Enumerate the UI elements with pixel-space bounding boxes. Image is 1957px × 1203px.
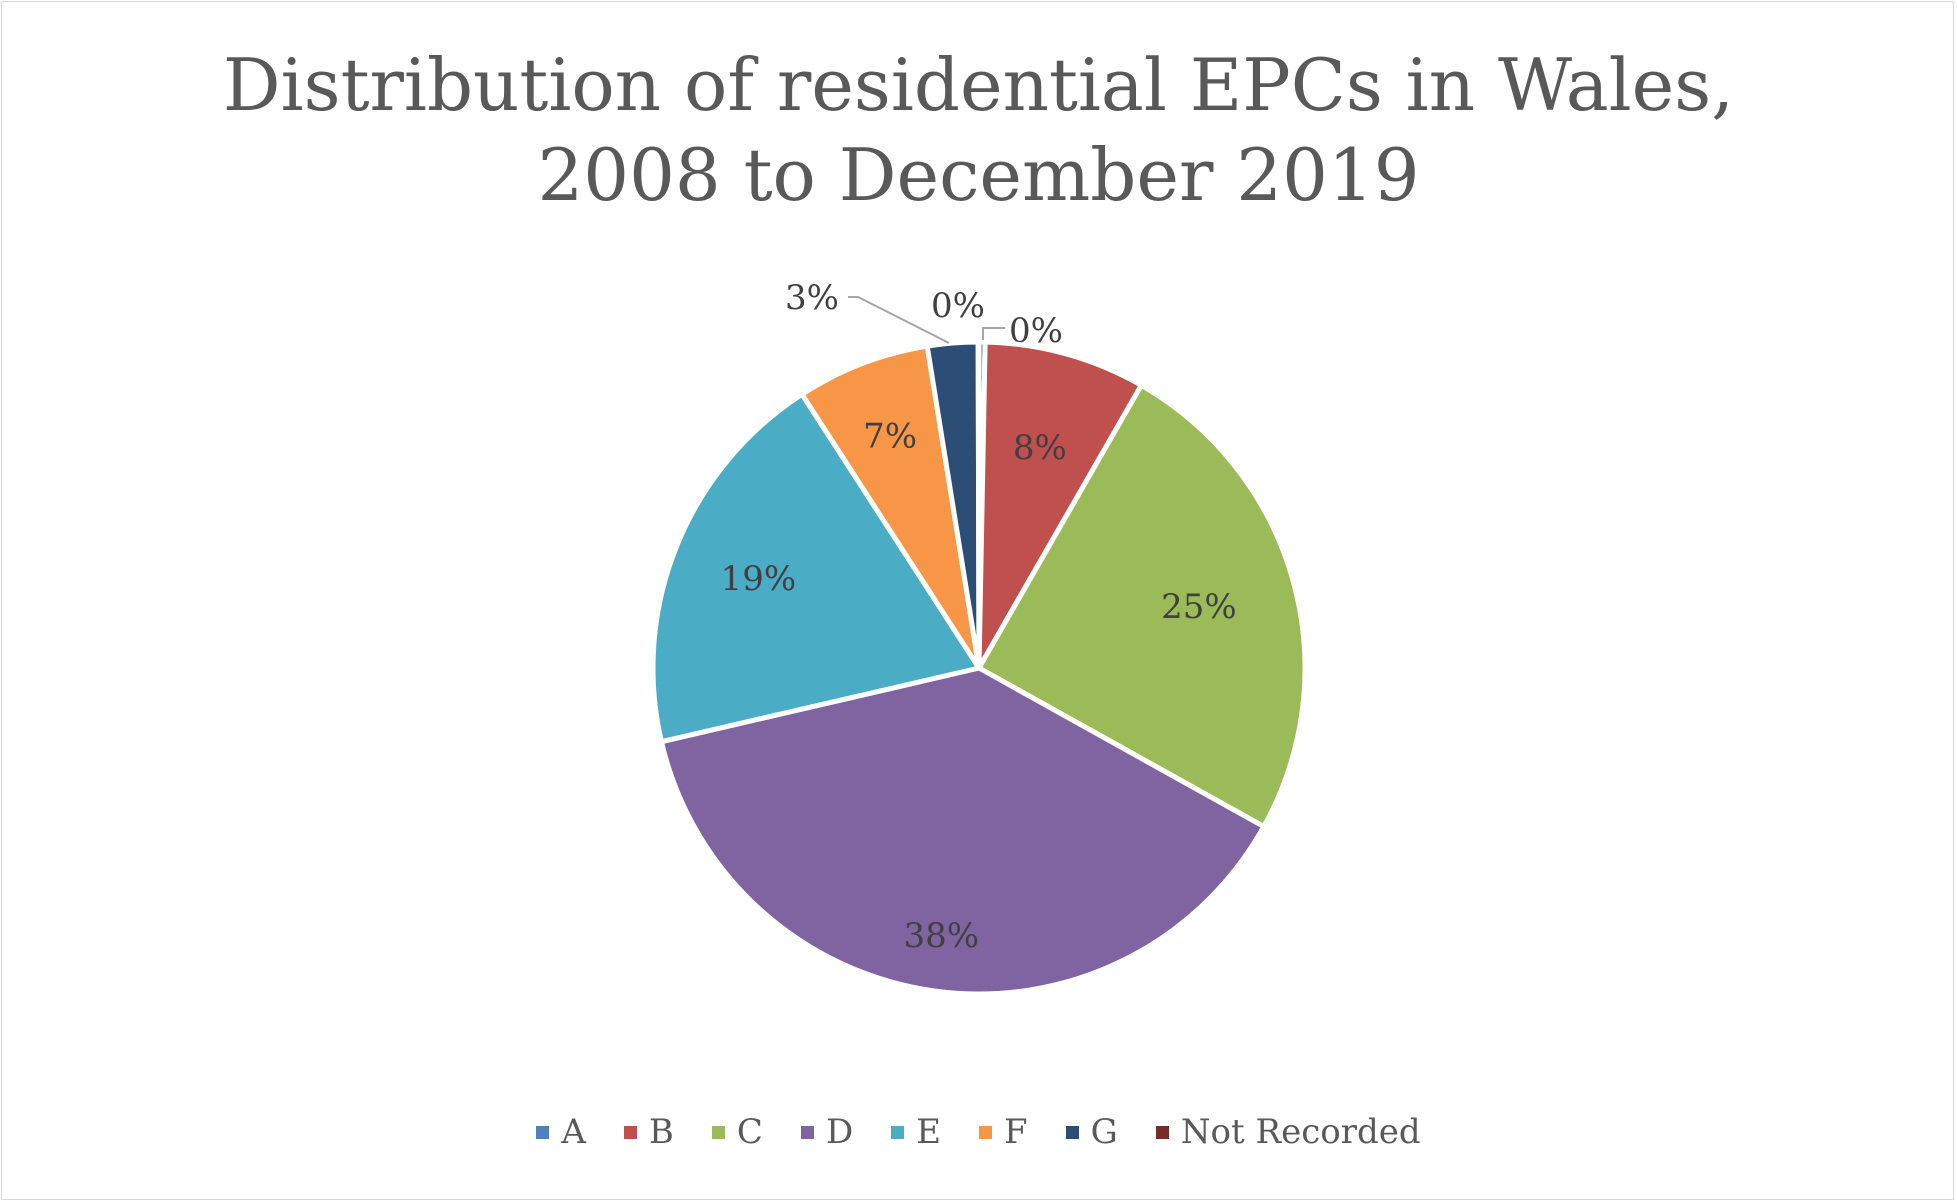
chart-title: Distribution of residential EPCs in Wale… [0,40,1957,220]
legend-label-not-recorded: Not Recorded [1180,1112,1421,1152]
chart-title-line-2: 2008 to December 2019 [537,133,1420,217]
leader-line-a [982,327,1005,340]
data-label-not-recorded: 0% [931,286,985,326]
legend-item-f: F [979,1112,1028,1152]
legend-item-b: B [623,1112,674,1152]
pie-slice-c [976,382,1308,830]
pie-slice-b [976,339,1144,671]
chart-legend: A B C D E F G Not Recorded [0,1112,1957,1152]
pie-slice-f [799,343,982,671]
legend-swatch-b [623,1125,637,1139]
data-label-e: 19% [721,559,797,599]
legend-label-d: D [825,1112,854,1152]
legend-item-a: A [536,1112,586,1152]
legend-swatch-f [979,1125,993,1139]
legend-label-c: C [736,1112,763,1152]
data-label-b: 8% [1013,428,1067,468]
data-label-d: 38% [903,916,979,956]
legend-swatch-not-recorded [1155,1125,1169,1139]
legend-swatch-a [536,1125,550,1139]
pie-slice-d [658,665,1267,997]
chart-title-line-1: Distribution of residential EPCs in Wale… [222,43,1735,127]
pie-slice-not-recorded [975,339,982,671]
legend-item-d: D [800,1112,854,1152]
legend-item-g: G [1065,1112,1118,1152]
legend-swatch-g [1065,1125,1079,1139]
legend-item-e: E [891,1112,941,1152]
data-label-f: 7% [863,417,917,457]
leader-line-g [848,296,950,344]
legend-label-e: E [916,1112,942,1152]
legend-swatch-e [891,1125,905,1139]
legend-item-c: C [711,1112,763,1152]
legend-label-b: B [648,1112,674,1152]
legend-swatch-c [711,1125,725,1139]
data-label-c: 25% [1161,587,1237,627]
data-label-g: 3% [785,278,839,318]
legend-label-a: A [561,1112,586,1152]
legend-swatch-d [800,1125,814,1139]
pie-slice-e [650,391,982,745]
legend-item-not-recorded: Not Recorded [1155,1112,1421,1152]
legend-label-f: F [1004,1112,1028,1152]
legend-label-g: G [1090,1112,1118,1152]
